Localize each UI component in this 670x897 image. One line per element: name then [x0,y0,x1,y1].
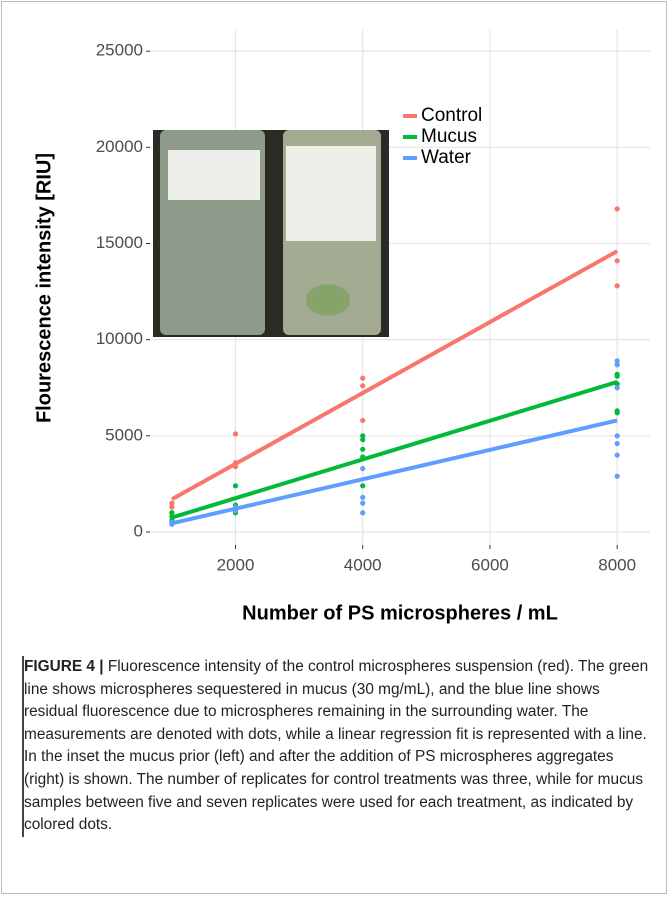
data-point [360,376,365,381]
data-point [233,483,238,488]
caption-text: Fluorescence intensity of the control mi… [24,658,648,833]
data-point [233,508,238,513]
jar-right-label [286,146,376,241]
mucus-blob [306,284,350,316]
y-tick-label: 10000 [96,329,143,348]
x-tick-label: 4000 [344,555,382,574]
legend-label: Water [421,147,472,168]
data-point [615,385,620,390]
data-point [615,206,620,211]
x-axis-title: Number of PS microspheres / mL [242,602,558,624]
y-tick-label: 5000 [105,425,143,444]
caption: FIGURE 4 | Fluorescence intensity of the… [22,656,654,837]
data-point [360,437,365,442]
data-point [169,522,174,527]
data-point [360,510,365,515]
fit-line [172,382,617,518]
y-tick-label: 15000 [96,233,143,252]
page: Flourescence intensity [RIU] Number of P… [0,0,670,897]
data-point [360,447,365,452]
legend-label: Mucus [421,126,477,147]
data-point [615,452,620,457]
data-point [615,283,620,288]
y-tick-label: 20000 [96,137,143,156]
data-point [360,383,365,388]
caption-label: FIGURE 4 | [24,658,104,675]
y-axis-title: Flourescence intensity [RIU] [33,153,55,423]
inset-photo [153,130,389,337]
jar-left-label [168,150,260,200]
data-point [233,431,238,436]
data-point [615,474,620,479]
data-point [360,483,365,488]
data-point [615,433,620,438]
data-point [615,374,620,379]
data-point [360,418,365,423]
legend-label: Control [421,105,482,126]
chart: Flourescence intensity [RIU] Number of P… [0,0,670,640]
x-tick-label: 6000 [471,555,509,574]
data-point [615,410,620,415]
data-point [360,501,365,506]
data-point [360,466,365,471]
data-point [169,504,174,509]
y-tick-label: 0 [134,521,143,540]
data-point [360,454,365,459]
data-point [615,362,620,367]
y-tick-label: 25000 [96,41,143,60]
data-point [615,258,620,263]
data-point [615,441,620,446]
x-tick-label: 8000 [598,555,636,574]
data-point [360,495,365,500]
data-point [233,464,238,469]
x-tick-label: 2000 [217,555,255,574]
